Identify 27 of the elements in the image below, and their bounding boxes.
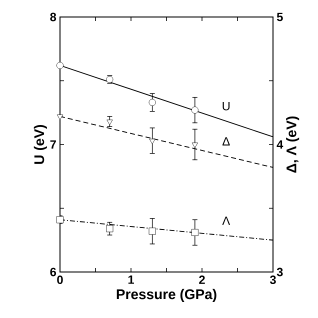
point	[148, 228, 156, 235]
x-tick-label: 0	[57, 276, 63, 284]
y-axis-title: U (eV)	[34, 124, 47, 164]
y-tick-label: 6	[50, 268, 56, 276]
y-tick-label: 7	[50, 140, 56, 149]
y-tick-label: 8	[50, 12, 56, 22]
point	[191, 106, 198, 114]
y2-axis-title: Δ, Λ (eV)	[286, 116, 300, 173]
point	[106, 225, 114, 232]
x-tick-label: 3	[270, 276, 276, 284]
series-label: Λ	[222, 216, 230, 225]
point	[56, 114, 64, 120]
x-tick-label: 1	[128, 276, 134, 284]
point	[192, 142, 198, 148]
series-label: Δ	[222, 137, 230, 146]
series-label: U	[222, 102, 230, 110]
point	[149, 138, 156, 144]
point	[106, 120, 113, 126]
point	[56, 62, 64, 69]
point	[56, 216, 64, 224]
point	[148, 98, 156, 106]
y2-tick-label: 3	[276, 268, 283, 276]
x-axis-title: Pressure (GPa)	[116, 288, 216, 302]
y2-tick-label: 4	[276, 140, 284, 149]
x-tick-label: 2	[199, 276, 205, 284]
y2-tick-label: 5	[276, 12, 283, 22]
point	[191, 228, 198, 236]
